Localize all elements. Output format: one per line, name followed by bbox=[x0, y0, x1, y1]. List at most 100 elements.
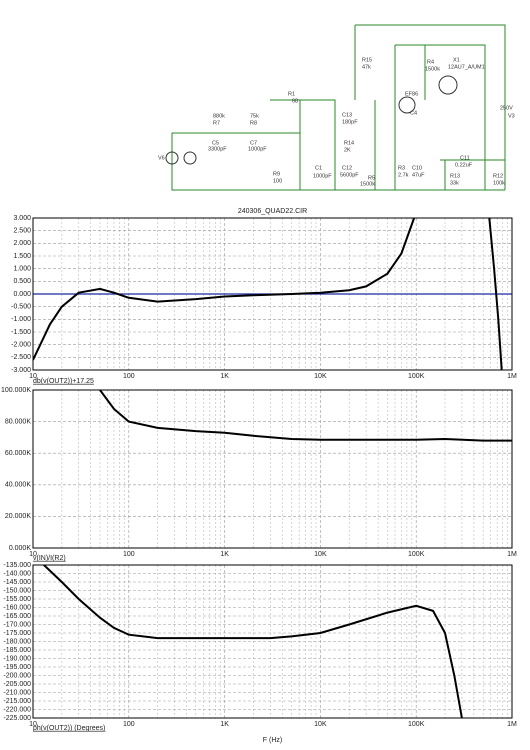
component-label: R4 bbox=[427, 59, 434, 65]
component-label: R15 bbox=[362, 57, 372, 63]
component-label: R9 bbox=[273, 171, 280, 177]
plot-frame bbox=[32, 564, 513, 719]
component-label: C4 bbox=[410, 110, 417, 116]
source bbox=[165, 151, 179, 165]
y-tick-label: 80.000K bbox=[5, 418, 31, 425]
y-tick-label: -1.500 bbox=[11, 329, 31, 336]
component-label: 47k bbox=[362, 64, 371, 70]
y-tick-label: -160.000 bbox=[3, 604, 31, 611]
y-tick-label: -185.000 bbox=[3, 647, 31, 654]
x-tick-label: 1K bbox=[220, 551, 229, 558]
x-tick-label: 10 bbox=[29, 373, 37, 380]
component-label: C5 bbox=[212, 140, 219, 146]
component-label: 100 bbox=[273, 178, 282, 184]
curve bbox=[33, 218, 503, 370]
y-tick-label: 0.000 bbox=[13, 291, 31, 298]
component-label: C11 bbox=[460, 155, 470, 161]
x-tick-label: 100K bbox=[408, 373, 425, 380]
y-tick-label: 100.000K bbox=[1, 387, 31, 394]
y-tick-label: -140.000 bbox=[3, 570, 31, 577]
component-label: V6 bbox=[158, 155, 165, 161]
component-label: 68 bbox=[292, 98, 298, 104]
component-label: 12AU7_A/UM1 bbox=[448, 64, 485, 70]
y-axis-label: ph(v(OUT2)) (Degrees) bbox=[33, 725, 105, 732]
x-tick-label: 1K bbox=[220, 373, 229, 380]
y-tick-label: -0.500 bbox=[11, 304, 31, 311]
component-label: V3 bbox=[508, 113, 515, 119]
source bbox=[183, 151, 197, 165]
y-tick-label: -150.000 bbox=[3, 587, 31, 594]
y-tick-label: 1.500 bbox=[13, 253, 31, 260]
y-tick-label: -2.500 bbox=[11, 354, 31, 361]
y-tick-label: -220.000 bbox=[3, 706, 31, 713]
component-label: 250V bbox=[500, 105, 513, 111]
plot-frame bbox=[32, 389, 513, 549]
y-tick-label: -225.000 bbox=[3, 715, 31, 722]
component-label: 1500k bbox=[425, 66, 440, 72]
y-tick-label: -190.000 bbox=[3, 655, 31, 662]
component-label: C12 bbox=[342, 165, 352, 171]
component-label: 47uF bbox=[412, 172, 425, 178]
x-tick-label: 100K bbox=[408, 551, 425, 558]
y-tick-label: 0.500 bbox=[13, 278, 31, 285]
component-label: C10 bbox=[412, 165, 422, 171]
y-tick-label: -195.000 bbox=[3, 664, 31, 671]
component-label: R5 bbox=[368, 175, 375, 181]
component-label: C13 bbox=[342, 112, 352, 118]
component-label: EF86 bbox=[405, 91, 418, 97]
tube bbox=[438, 75, 458, 95]
component-label: 180pF bbox=[342, 119, 358, 125]
y-tick-label: -175.000 bbox=[3, 630, 31, 637]
component-label: C7 bbox=[250, 140, 257, 146]
y-tick-label: 60.000K bbox=[5, 450, 31, 457]
x-tick-label: 100 bbox=[123, 721, 135, 728]
x-tick-label: 10 bbox=[29, 721, 37, 728]
y-tick-label: -210.000 bbox=[3, 689, 31, 696]
x-axis-label: F (Hz) bbox=[263, 737, 282, 744]
y-tick-label: 1.000 bbox=[13, 266, 31, 273]
x-tick-label: 10K bbox=[314, 373, 327, 380]
y-axis-label: v(IN)/I(R2) bbox=[33, 555, 66, 562]
y-tick-label: -145.000 bbox=[3, 579, 31, 586]
y-tick-label: -155.000 bbox=[3, 596, 31, 603]
y-tick-label: -3.000 bbox=[11, 367, 31, 374]
y-tick-label: -205.000 bbox=[3, 681, 31, 688]
curve bbox=[99, 390, 512, 442]
component-label: 2K bbox=[344, 147, 351, 153]
y-tick-label: -165.000 bbox=[3, 613, 31, 620]
x-tick-label: 100 bbox=[123, 551, 135, 558]
x-tick-label: 1M bbox=[507, 721, 517, 728]
component-label: 880k bbox=[213, 113, 225, 119]
chart-title: 240306_QUAD22.CIR bbox=[238, 208, 307, 215]
schematic: R168880kR775kR8C53300pFC71000pFR9100C110… bbox=[158, 24, 515, 191]
component-label: 1000pF bbox=[248, 146, 267, 152]
tube bbox=[398, 96, 416, 114]
component-label: 75k bbox=[250, 113, 259, 119]
y-tick-label: -1.000 bbox=[11, 316, 31, 323]
y-tick-label: 0.000K bbox=[9, 545, 32, 552]
component-label: R13 bbox=[450, 173, 460, 179]
component-label: R3 bbox=[398, 165, 405, 171]
x-tick-label: 10 bbox=[29, 551, 37, 558]
component-label: 5600pF bbox=[340, 172, 359, 178]
component-label: 33k bbox=[450, 180, 459, 186]
y-tick-label: -170.000 bbox=[3, 621, 31, 628]
x-tick-label: 100 bbox=[123, 373, 135, 380]
curve bbox=[43, 565, 463, 718]
component-label: R8 bbox=[250, 120, 257, 126]
y-tick-label: 20.000K bbox=[5, 513, 31, 520]
y-tick-label: 40.000K bbox=[5, 482, 31, 489]
x-tick-label: 1K bbox=[220, 721, 229, 728]
component-label: 100k bbox=[493, 180, 505, 186]
plot-frame bbox=[32, 217, 513, 371]
y-tick-label: 2.500 bbox=[13, 228, 31, 235]
y-axis-label: db(v(OUT2))+17.25 bbox=[33, 378, 94, 385]
y-tick-label: -180.000 bbox=[3, 638, 31, 645]
x-tick-label: 10K bbox=[314, 551, 327, 558]
y-tick-label: -200.000 bbox=[3, 672, 31, 679]
component-label: R1 bbox=[288, 91, 295, 97]
component-label: 0.22uF bbox=[455, 162, 473, 168]
component-label: 3300pF bbox=[208, 146, 227, 152]
y-tick-label: -135.000 bbox=[3, 562, 31, 569]
